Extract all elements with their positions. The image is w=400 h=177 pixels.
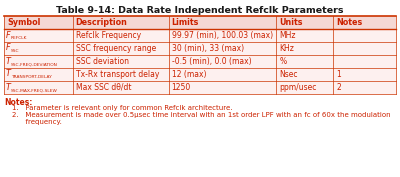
Bar [4,16,396,94]
Text: Max SSC dθ/dt: Max SSC dθ/dt [76,83,131,92]
Text: 1: 1 [336,70,341,79]
Text: T: T [6,82,11,92]
Text: Refclk Frequency: Refclk Frequency [76,31,141,40]
Text: SSC deviation: SSC deviation [76,57,129,66]
Text: SSC-FREQ-DEVIATION: SSC-FREQ-DEVIATION [11,62,58,66]
Text: 12 (max): 12 (max) [172,70,206,79]
Text: frequency.: frequency. [12,119,62,125]
Text: ppm/usec: ppm/usec [280,83,317,92]
Text: %: % [280,57,286,66]
Text: F: F [6,30,11,39]
Text: Symbol: Symbol [7,18,40,27]
Text: 30 (min), 33 (max): 30 (min), 33 (max) [172,44,244,53]
Text: Table 9-14: Data Rate Independent Refclk Parameters: Table 9-14: Data Rate Independent Refclk… [56,6,344,15]
Text: KHz: KHz [280,44,294,53]
Text: REFCLK: REFCLK [11,36,27,40]
Text: 99.97 (min), 100.03 (max): 99.97 (min), 100.03 (max) [172,31,273,40]
Text: 2: 2 [336,83,341,92]
Text: Notes:: Notes: [4,98,32,107]
Text: TRANSPORT-DELAY: TRANSPORT-DELAY [11,75,52,79]
Text: Nsec: Nsec [280,70,298,79]
Text: Description: Description [76,18,128,27]
Text: F: F [6,44,11,53]
Text: SSC-MAX-FREQ-SLEW: SSC-MAX-FREQ-SLEW [11,88,58,92]
Text: Tx-Rx transport delay: Tx-Rx transport delay [76,70,159,79]
Text: 2.   Measurement is made over 0.5μsec time interval with an 1st order LPF with a: 2. Measurement is made over 0.5μsec time… [12,112,391,118]
Text: Notes: Notes [336,18,362,27]
Text: T: T [6,70,11,79]
Text: Units: Units [280,18,303,27]
Text: T: T [6,56,11,65]
Bar [4,16,396,29]
Text: 1.   Parameter is relevant only for common Refclk architecture.: 1. Parameter is relevant only for common… [12,105,232,111]
Text: Limits: Limits [172,18,199,27]
Text: 1250: 1250 [172,83,191,92]
Text: SSC frequency range: SSC frequency range [76,44,156,53]
Text: MHz: MHz [280,31,296,40]
Text: SSC: SSC [11,49,20,53]
Text: -0.5 (min), 0.0 (max): -0.5 (min), 0.0 (max) [172,57,251,66]
